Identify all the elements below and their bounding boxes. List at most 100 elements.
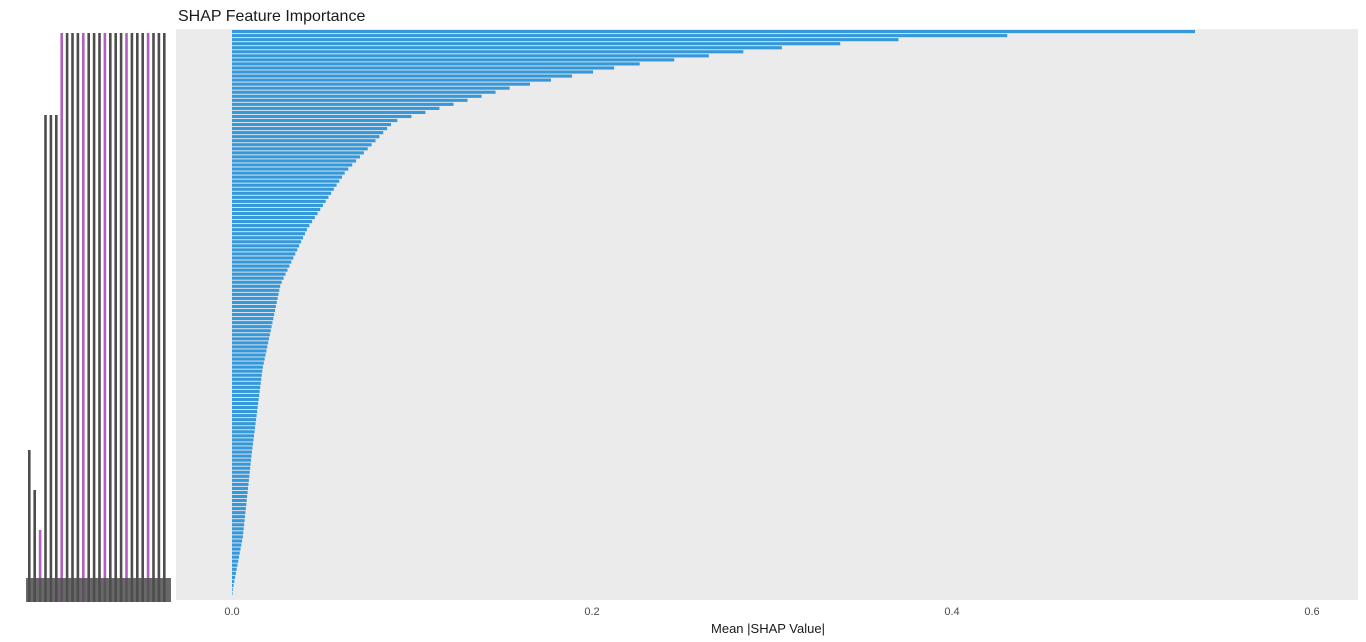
bar	[232, 175, 342, 179]
bar	[232, 90, 496, 94]
bar	[232, 462, 251, 466]
bar	[232, 519, 245, 523]
y-axis-label-overlap	[26, 578, 171, 602]
bar	[232, 280, 282, 284]
x-axis-ticks: 0.0 0.2 0.4 0.6	[224, 606, 1319, 618]
bar	[232, 498, 247, 503]
bar	[232, 38, 899, 42]
bar	[232, 531, 244, 535]
bar	[232, 389, 260, 393]
bar	[232, 551, 240, 555]
bar	[232, 66, 615, 70]
bar	[232, 58, 675, 62]
bar	[232, 507, 246, 511]
y-axis-label-overlap	[109, 33, 112, 602]
bar	[232, 272, 286, 276]
bar	[232, 434, 254, 438]
bar	[232, 377, 262, 381]
y-axis-label-overlap	[92, 33, 96, 602]
bar	[232, 547, 241, 551]
bar	[232, 527, 244, 531]
bar	[232, 54, 709, 58]
bar	[232, 511, 246, 515]
bar	[232, 430, 255, 434]
bar	[232, 147, 368, 151]
bar	[232, 131, 384, 135]
bar	[232, 333, 270, 337]
y-axis-label-overlap	[141, 33, 144, 602]
bar	[232, 373, 262, 377]
bar	[232, 458, 252, 462]
x-tick-label: 0.2	[584, 606, 599, 618]
bar	[232, 357, 265, 361]
y-axis-label-overlap	[82, 33, 85, 602]
x-tick-label: 0.6	[1304, 606, 1319, 618]
bar	[232, 256, 294, 260]
bar	[232, 296, 278, 300]
bar	[232, 171, 345, 175]
bar	[232, 248, 298, 252]
y-axis-labels	[26, 33, 171, 602]
bar	[232, 321, 273, 325]
y-axis-label-overlap	[71, 33, 74, 602]
bar	[232, 523, 245, 527]
bar	[232, 450, 252, 454]
bar	[232, 187, 334, 191]
bar	[232, 397, 259, 402]
bar	[232, 353, 266, 357]
bar	[232, 232, 305, 236]
bar	[232, 418, 257, 422]
bar	[232, 220, 313, 224]
bar	[232, 159, 357, 163]
y-axis-label-overlap	[55, 115, 58, 602]
bar	[232, 555, 239, 559]
bar	[232, 345, 268, 349]
bar	[232, 203, 323, 207]
bar	[232, 466, 251, 470]
plot-panel	[176, 29, 1358, 600]
bar	[232, 422, 256, 426]
bar	[232, 114, 412, 119]
y-axis-label-overlap	[157, 33, 161, 602]
bar	[232, 405, 258, 410]
bar	[232, 288, 280, 292]
bar	[232, 381, 261, 385]
bars	[232, 30, 1195, 596]
bar	[232, 74, 573, 78]
y-axis-label-overlap	[49, 115, 53, 602]
bar	[232, 503, 247, 507]
bar	[232, 94, 482, 98]
y-axis-label-overlap	[136, 33, 139, 602]
bar	[232, 361, 264, 365]
y-axis-label-overlap	[103, 33, 107, 602]
y-axis-label-overlap	[87, 33, 90, 602]
y-axis-label-overlap	[152, 33, 155, 602]
bar	[232, 365, 263, 369]
bar	[232, 143, 372, 147]
y-axis-label-overlap	[119, 33, 123, 602]
y-axis-label-overlap	[146, 33, 150, 602]
bar	[232, 240, 302, 244]
bar	[232, 260, 292, 264]
y-axis-label-overlap	[44, 115, 47, 602]
y-axis-label-overlap	[163, 33, 166, 602]
bar	[232, 264, 290, 268]
bar	[232, 167, 349, 171]
bar	[232, 446, 253, 450]
bar	[232, 591, 233, 596]
bar	[232, 587, 233, 592]
bar	[232, 304, 276, 309]
bar	[232, 102, 454, 106]
bar	[232, 50, 744, 54]
bar	[232, 82, 530, 86]
bar	[232, 62, 640, 66]
bar	[232, 42, 841, 46]
y-axis-label-overlap	[98, 33, 101, 602]
bar	[232, 98, 468, 102]
bar	[232, 442, 253, 446]
bar	[232, 571, 236, 575]
bar	[232, 195, 329, 199]
bar	[232, 106, 440, 110]
bar	[232, 191, 332, 195]
